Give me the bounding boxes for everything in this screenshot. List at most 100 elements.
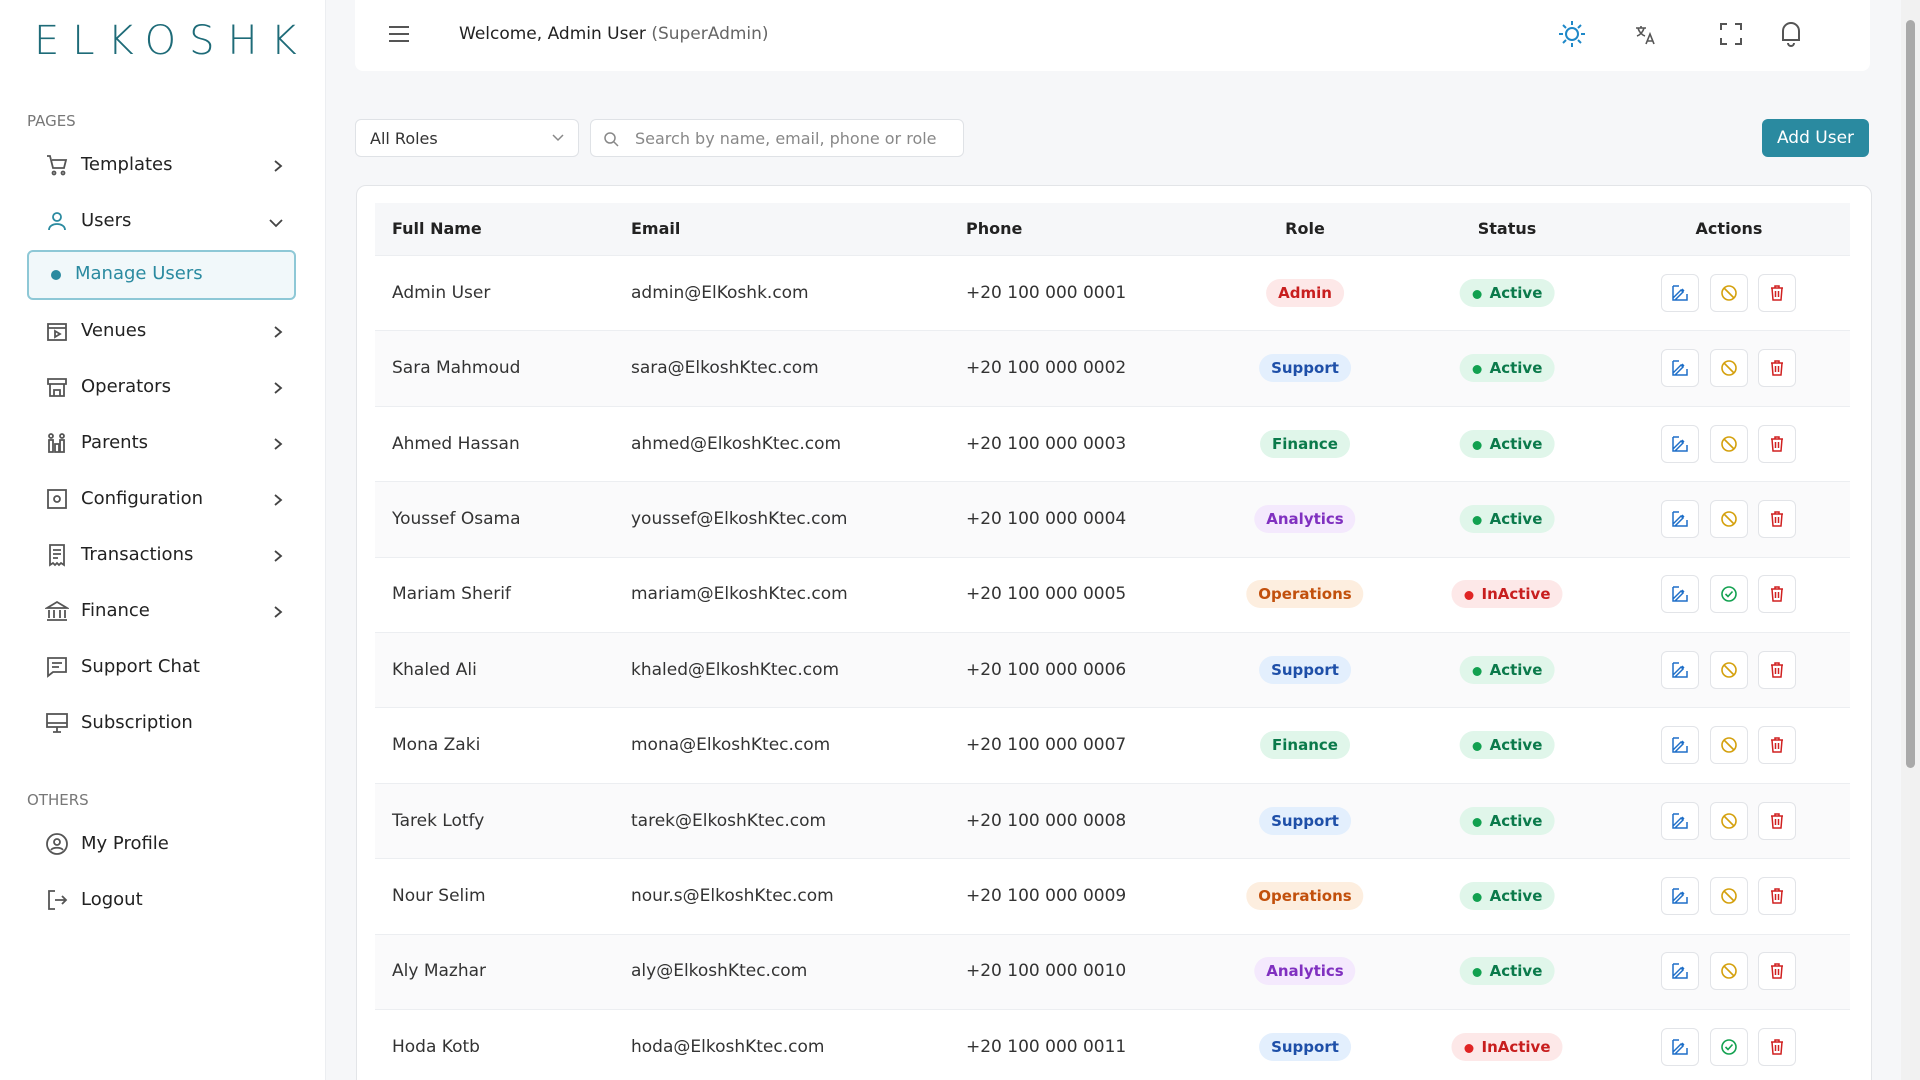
delete-button[interactable]: [1758, 575, 1796, 614]
deactivate-button[interactable]: [1709, 876, 1748, 915]
email-cell: youssef@ElkoshKtec.com: [631, 508, 848, 529]
nav-item[interactable]: Logout: [81, 889, 143, 910]
delete-button[interactable]: [1758, 801, 1796, 840]
edit-button[interactable]: [1661, 726, 1699, 765]
nav-item[interactable]: Subscription: [81, 712, 193, 733]
status-dot: [1472, 515, 1482, 525]
deactivate-button[interactable]: [1709, 349, 1748, 388]
edit-button[interactable]: [1661, 952, 1699, 991]
role-badge: Finance: [1260, 731, 1350, 760]
edit-button[interactable]: [1661, 273, 1699, 312]
action-icon: [1672, 284, 1688, 301]
edit-button[interactable]: [1661, 801, 1699, 840]
nav-item[interactable]: My Profile: [81, 833, 169, 854]
column-header: Full Name: [392, 219, 482, 238]
fullscreen-icon[interactable]: [1719, 22, 1743, 46]
search-box[interactable]: Search by name, email, phone or role: [590, 119, 964, 157]
translate-icon[interactable]: [1634, 24, 1658, 46]
delete-button[interactable]: [1758, 952, 1796, 991]
action-icon: [1771, 1038, 1783, 1055]
email-cell: hoda@ElkoshKtec.com: [631, 1036, 825, 1057]
nav-subitem[interactable]: Manage Users: [75, 263, 203, 284]
status-badge: InActive: [1451, 580, 1563, 609]
activate-button[interactable]: [1709, 1027, 1748, 1066]
column-header: Role: [1285, 219, 1325, 238]
action-icon: [1720, 511, 1737, 527]
delete-button[interactable]: [1758, 876, 1796, 915]
edit-button[interactable]: [1661, 876, 1699, 915]
delete-button[interactable]: [1758, 424, 1796, 463]
nav-chevron: [272, 604, 284, 623]
role-badge: Support: [1259, 1032, 1351, 1061]
scrollbar-track: [1901, 0, 1920, 1080]
delete-button[interactable]: [1758, 499, 1796, 538]
nav-item[interactable]: Templates: [81, 154, 173, 175]
nav-chevron: [272, 380, 284, 399]
theme-icon[interactable]: [1558, 20, 1586, 48]
status-badge: InActive: [1451, 1032, 1563, 1061]
phone-cell: +20 100 000 0007: [966, 735, 1127, 756]
nav-icon: [45, 487, 69, 515]
edit-button[interactable]: [1661, 349, 1699, 388]
deactivate-button[interactable]: [1709, 424, 1748, 463]
action-icon: [1672, 888, 1688, 904]
edit-button[interactable]: [1661, 424, 1699, 463]
add-user-button[interactable]: Add User: [1762, 119, 1869, 157]
bell-icon[interactable]: [1779, 20, 1803, 47]
status-dot: [1472, 742, 1482, 752]
deactivate-button[interactable]: [1709, 801, 1748, 840]
nav-item[interactable]: Parents: [81, 432, 148, 453]
status-dot: [1472, 892, 1482, 902]
icon: [47, 489, 67, 509]
action-icon: [1771, 812, 1783, 829]
icon: [43, 600, 71, 621]
deactivate-button[interactable]: [1709, 726, 1748, 765]
status-badge: Active: [1459, 354, 1555, 383]
delete-button[interactable]: [1758, 650, 1796, 689]
role-filter[interactable]: All Roles: [355, 119, 579, 157]
role-badge: Admin: [1266, 278, 1344, 307]
deactivate-button[interactable]: [1709, 650, 1748, 689]
scrollbar-thumb[interactable]: [1906, 20, 1915, 768]
nav-item[interactable]: Finance: [81, 600, 150, 621]
nav-item[interactable]: Transactions: [81, 544, 194, 565]
action-icon: [1720, 661, 1737, 678]
edit-button[interactable]: [1661, 650, 1699, 689]
table-row: [375, 933, 1850, 1009]
deactivate-button[interactable]: [1709, 499, 1748, 538]
nav-item[interactable]: Users: [81, 210, 132, 231]
column-header: Status: [1477, 219, 1537, 238]
delete-button[interactable]: [1758, 726, 1796, 765]
nav-item[interactable]: Support Chat: [81, 656, 200, 677]
search-icon: [604, 132, 619, 147]
edit-button[interactable]: [1661, 499, 1699, 538]
nav-item[interactable]: Venues: [81, 320, 147, 341]
delete-button[interactable]: [1758, 1027, 1796, 1066]
edit-button[interactable]: [1661, 575, 1699, 614]
activate-button[interactable]: [1709, 575, 1748, 614]
status-text: Active: [1489, 660, 1543, 679]
welcome-text: Welcome, Admin User: [459, 24, 646, 44]
status-badge: Active: [1459, 655, 1555, 684]
delete-button[interactable]: [1758, 273, 1796, 312]
phone-cell: +20 100 000 0003: [966, 433, 1127, 454]
menu-icon[interactable]: [388, 24, 410, 44]
deactivate-button[interactable]: [1709, 952, 1748, 991]
delete-button[interactable]: [1758, 349, 1796, 388]
topbar: [355, 0, 1870, 71]
status-dot: [1472, 968, 1482, 978]
nav-icon: [45, 375, 69, 403]
icon: [47, 657, 67, 678]
nav-item[interactable]: Operators: [81, 376, 171, 397]
deactivate-button[interactable]: [1709, 273, 1748, 312]
name-cell: Aly Mazhar: [392, 961, 487, 982]
edit-button[interactable]: [1661, 1027, 1699, 1066]
action-icon: [1672, 812, 1688, 829]
action-icon: [1771, 586, 1783, 603]
nav-item[interactable]: Configuration: [81, 488, 204, 509]
icon: [46, 833, 68, 855]
status-text: Active: [1489, 811, 1543, 830]
nav-subitem-box[interactable]: Manage Users: [27, 250, 296, 300]
